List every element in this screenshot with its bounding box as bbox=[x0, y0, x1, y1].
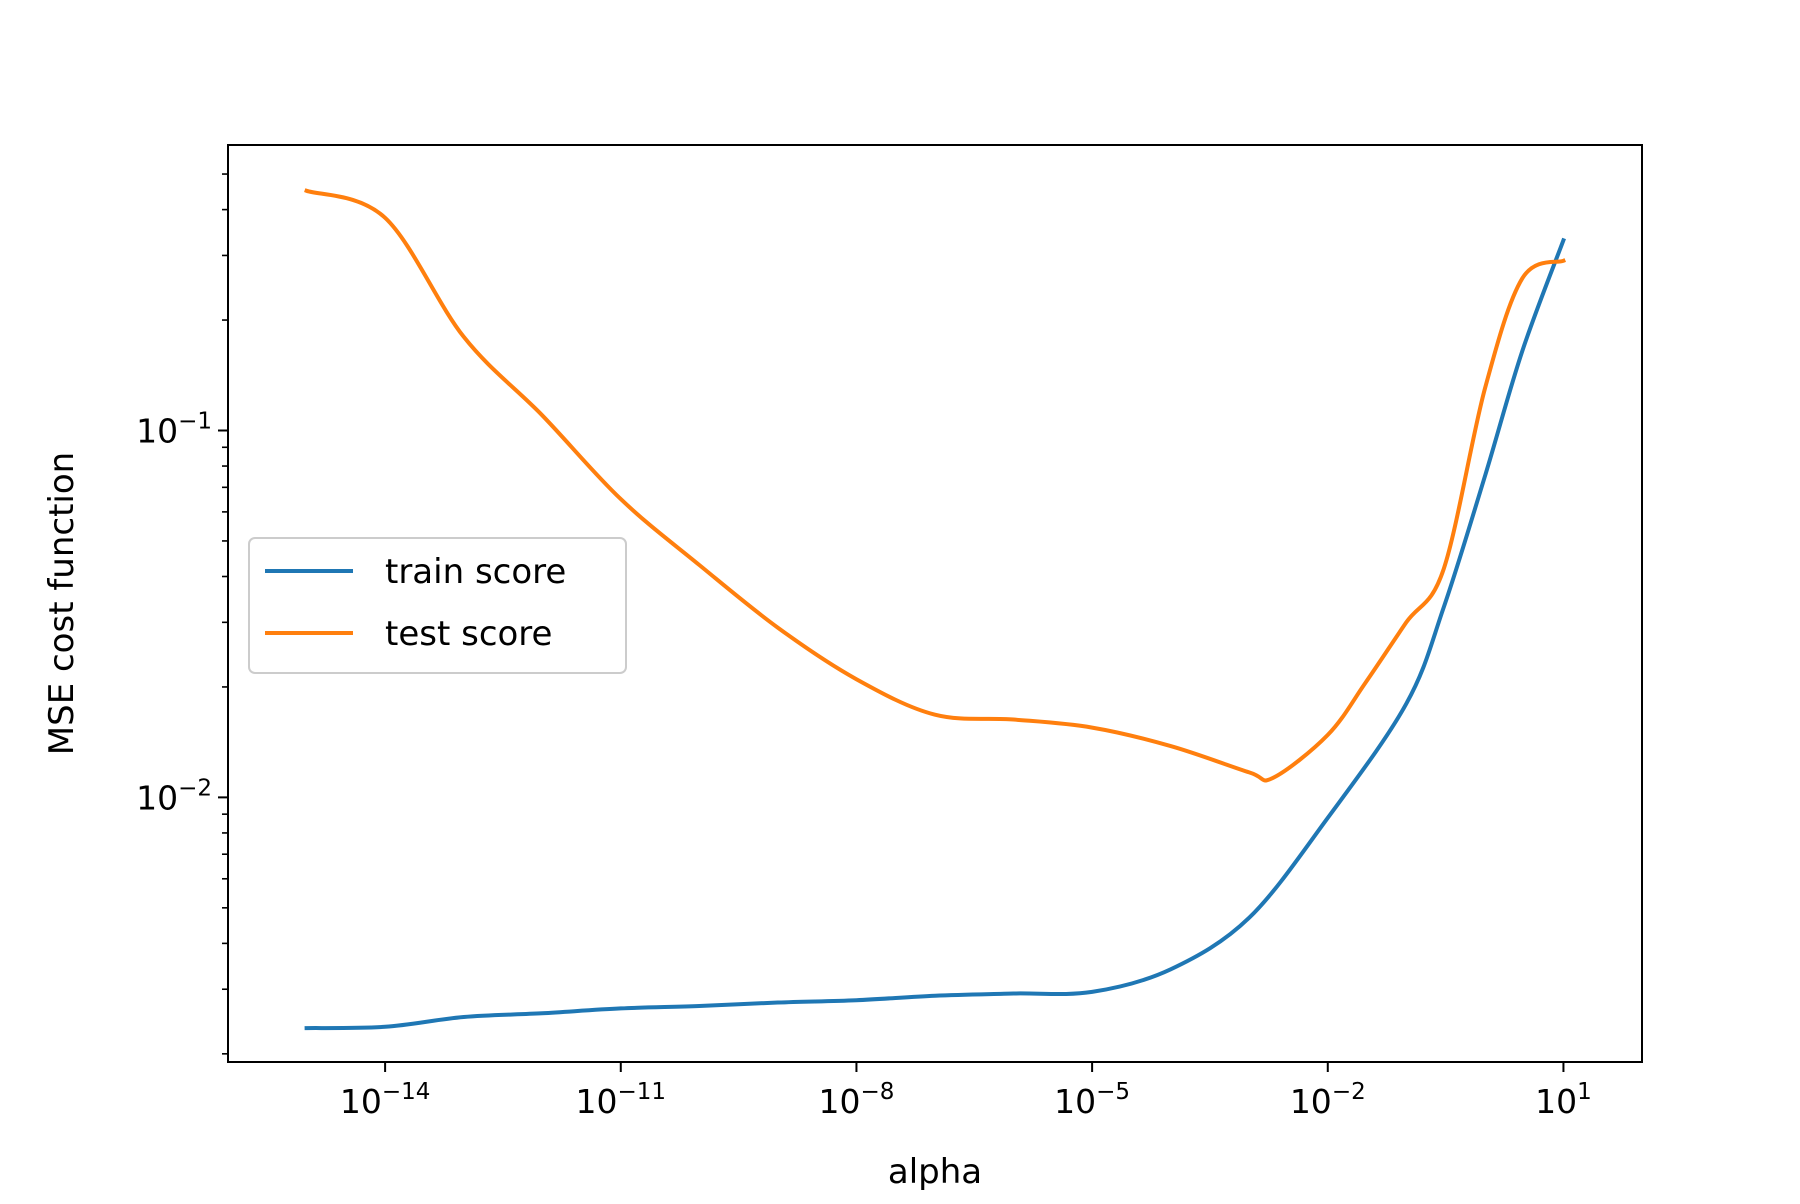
x-tick-label: 101 bbox=[1535, 1079, 1592, 1121]
x-tick-label: 10−5 bbox=[1054, 1079, 1130, 1121]
x-tick-label: 10−11 bbox=[576, 1079, 667, 1121]
x-axis-ticks: 10−14 10−11 10−8 10−5 10−2 101 bbox=[340, 1062, 1592, 1121]
x-tick-base: 10 bbox=[340, 1082, 382, 1121]
x-tick-exponent: −14 bbox=[382, 1079, 431, 1105]
x-tick-base: 10 bbox=[1054, 1082, 1096, 1121]
x-tick-exponent: −8 bbox=[860, 1079, 894, 1105]
legend-label-train: train score bbox=[385, 552, 566, 592]
plot-area bbox=[304, 188, 1567, 1031]
x-tick-exponent: 1 bbox=[1577, 1079, 1592, 1105]
y-tick-base: 10 bbox=[136, 778, 178, 817]
x-tick-label: 10−8 bbox=[818, 1079, 894, 1121]
legend: train score test score bbox=[248, 537, 627, 674]
y-tick-label: 10−1 bbox=[136, 408, 212, 450]
x-tick-exponent: −11 bbox=[618, 1079, 667, 1105]
x-tick-label: 10−2 bbox=[1290, 1079, 1366, 1121]
x-tick-base: 10 bbox=[818, 1082, 860, 1121]
y-tick-label: 10−2 bbox=[136, 775, 212, 817]
y-tick-exponent: −1 bbox=[178, 408, 212, 434]
legend-label-test: test score bbox=[385, 614, 552, 654]
x-tick-base: 10 bbox=[576, 1082, 618, 1121]
x-tick-exponent: −5 bbox=[1096, 1079, 1130, 1105]
axes-frame bbox=[227, 144, 1643, 1063]
x-tick-base: 10 bbox=[1535, 1082, 1577, 1121]
y-axis-label: MSE cost function bbox=[42, 452, 82, 755]
series-line-train bbox=[304, 237, 1566, 1031]
series-line-test bbox=[304, 188, 1567, 783]
y-tick-base: 10 bbox=[136, 411, 178, 450]
x-tick-label: 10−14 bbox=[340, 1079, 431, 1121]
y-tick-exponent: −2 bbox=[178, 775, 212, 801]
x-axis-label: alpha bbox=[888, 1152, 982, 1192]
x-tick-base: 10 bbox=[1290, 1082, 1332, 1121]
x-tick-exponent: −2 bbox=[1332, 1079, 1366, 1105]
